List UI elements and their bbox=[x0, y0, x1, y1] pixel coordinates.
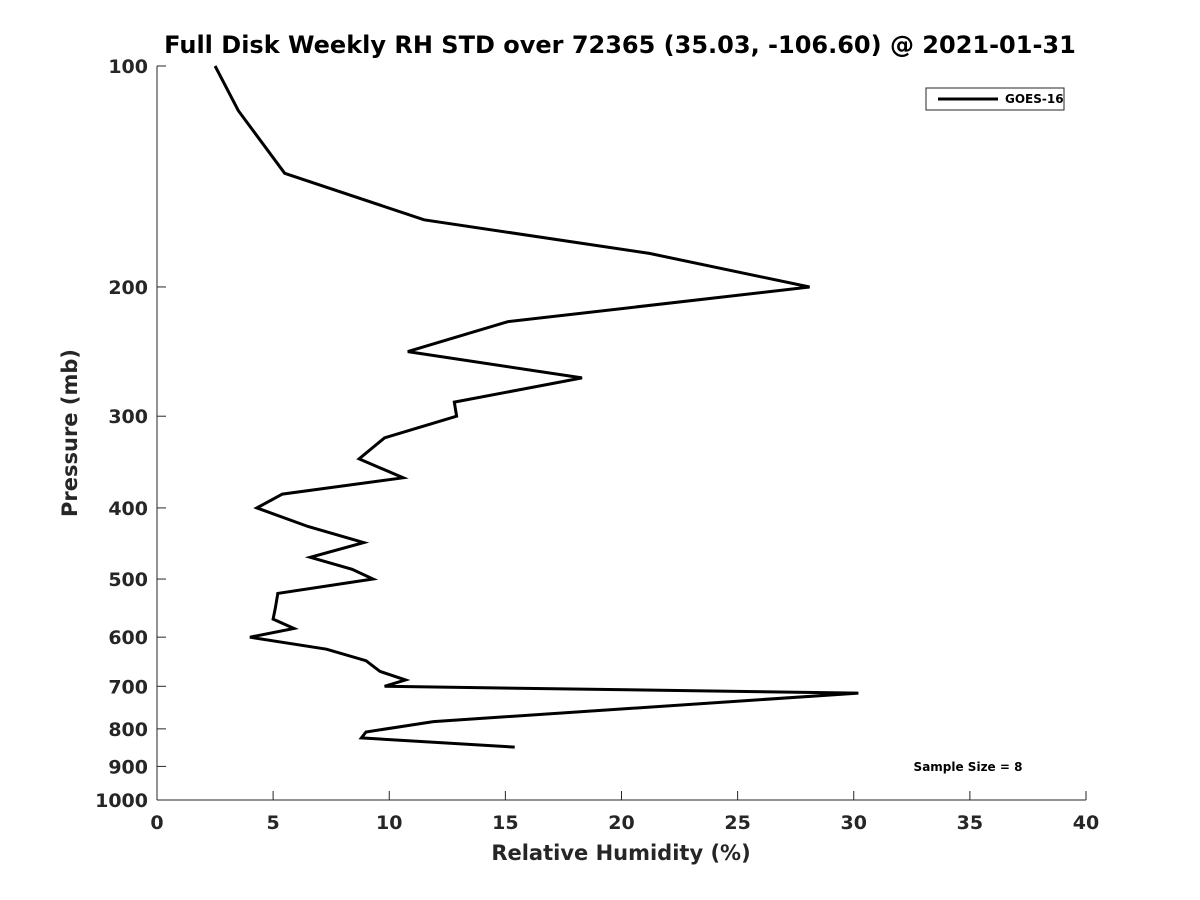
x-axis-label: Relative Humidity (%) bbox=[491, 841, 750, 865]
x-tick-label: 20 bbox=[608, 812, 634, 834]
x-tick-label: 25 bbox=[724, 812, 750, 834]
y-tick-label: 900 bbox=[108, 756, 148, 778]
y-tick-label: 600 bbox=[108, 627, 148, 649]
x-tick-label: 0 bbox=[150, 812, 163, 834]
y-tick-label: 800 bbox=[108, 719, 148, 741]
x-tick-label: 5 bbox=[267, 812, 280, 834]
legend-entry-goes-16: GOES-16 bbox=[1005, 92, 1064, 106]
sample-size-annotation: Sample Size = 8 bbox=[914, 760, 1023, 774]
y-axis-label: Pressure (mb) bbox=[58, 349, 82, 517]
x-tick-label: 10 bbox=[376, 812, 402, 834]
y-tick-label: 700 bbox=[108, 676, 148, 698]
x-tick-label: 30 bbox=[841, 812, 867, 834]
x-tick-label: 35 bbox=[957, 812, 983, 834]
series-line-goes-16 bbox=[213, 65, 859, 749]
y-ticks: 100 200 300 400 500 600 700 800 900 1000 bbox=[95, 56, 166, 812]
y-tick-label: 300 bbox=[108, 406, 148, 428]
y-tick-label: 500 bbox=[108, 569, 148, 591]
x-ticks: 0 5 10 15 20 25 30 35 40 bbox=[150, 791, 1099, 834]
y-tick-label: 100 bbox=[108, 56, 148, 78]
y-tick-label: 200 bbox=[108, 277, 148, 299]
y-tick-label: 1000 bbox=[95, 790, 148, 812]
y-tick-label: 400 bbox=[108, 498, 148, 520]
series-group bbox=[213, 65, 859, 749]
x-tick-label: 40 bbox=[1073, 812, 1099, 834]
chart-title: Full Disk Weekly RH STD over 72365 (35.0… bbox=[164, 31, 1076, 59]
x-tick-label: 15 bbox=[492, 812, 518, 834]
legend: GOES-16 bbox=[925, 87, 1065, 111]
